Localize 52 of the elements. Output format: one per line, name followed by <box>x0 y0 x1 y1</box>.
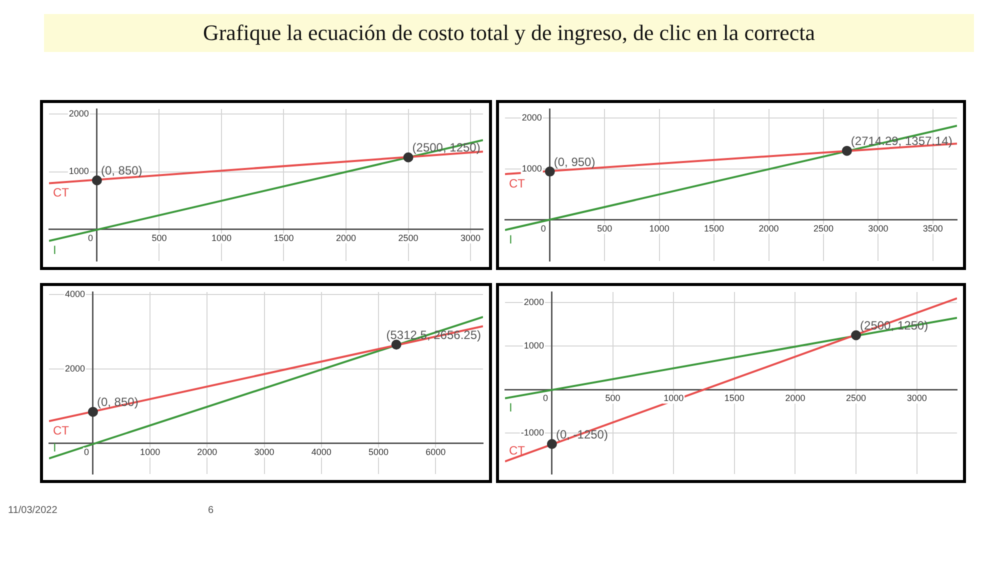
x-tick-label: 4000 <box>311 446 332 457</box>
series-label: I <box>509 400 512 415</box>
x-tick-label: 2000 <box>197 446 218 457</box>
x-tick-label: 5000 <box>368 446 389 457</box>
x-tick-label: 2500 <box>398 232 418 243</box>
x-tick-label: 2500 <box>813 223 834 234</box>
x-tick-label: 3500 <box>922 223 943 234</box>
series-label: CT <box>53 423 70 438</box>
x-tick-label: 2000 <box>336 232 356 243</box>
series-label: CT <box>509 444 526 458</box>
x-tick-label: 3000 <box>254 446 274 457</box>
y-tick-label: -1000 <box>520 428 544 438</box>
x-tick-label: 3000 <box>906 393 927 404</box>
x-tick-label: 2000 <box>785 393 806 404</box>
y-tick-label: 1000 <box>522 163 542 174</box>
series-label: I <box>53 440 56 455</box>
x-tick-label: 3000 <box>868 223 888 234</box>
x-tick-label: 500 <box>152 232 167 243</box>
x-tick-label: 0 <box>540 223 546 234</box>
x-tick-label: 2000 <box>758 223 779 234</box>
series-label: CT <box>509 176 526 190</box>
x-tick-label: 0 <box>84 446 89 457</box>
y-tick-label: 2000 <box>522 112 542 123</box>
x-tick-label: 1500 <box>274 232 294 243</box>
x-tick-label: 3000 <box>460 232 481 243</box>
y-tick-label: 2000 <box>524 297 544 308</box>
data-label: (0, 950) <box>554 154 596 169</box>
y-tick-label: 1000 <box>524 340 544 351</box>
x-tick-label: 1000 <box>211 232 232 243</box>
x-tick-label: 1500 <box>704 223 724 234</box>
data-label: (0, 850) <box>100 164 142 178</box>
y-tick-label: 2000 <box>68 108 89 119</box>
series-label: CT <box>53 186 70 200</box>
text: Grafique la ecuación de costo total y de ingreso, de clic en la correcta <box>44 14 974 52</box>
x-tick-label: 1000 <box>649 223 670 234</box>
x-tick-label: 2500 <box>846 393 866 404</box>
y-tick-label: 4000 <box>64 289 85 300</box>
x-tick-label: 0 <box>542 393 548 404</box>
x-tick-label: 1000 <box>140 446 160 457</box>
x-tick-label: 500 <box>597 223 612 234</box>
series-label: I <box>509 232 512 246</box>
x-tick-label: 1000 <box>664 393 684 404</box>
y-tick-label: 1000 <box>68 166 89 176</box>
series-label: I <box>53 243 56 258</box>
y-tick-label: 2000 <box>64 364 85 374</box>
data-label: (2500, 1250) <box>412 140 480 155</box>
text: 11/03/2022 <box>8 505 58 516</box>
text: 6 <box>208 505 214 516</box>
x-tick-label: 0 <box>88 232 93 243</box>
x-tick-label: 6000 <box>426 446 446 457</box>
x-tick-label: 500 <box>605 393 620 404</box>
x-tick-label: 1500 <box>724 393 744 404</box>
